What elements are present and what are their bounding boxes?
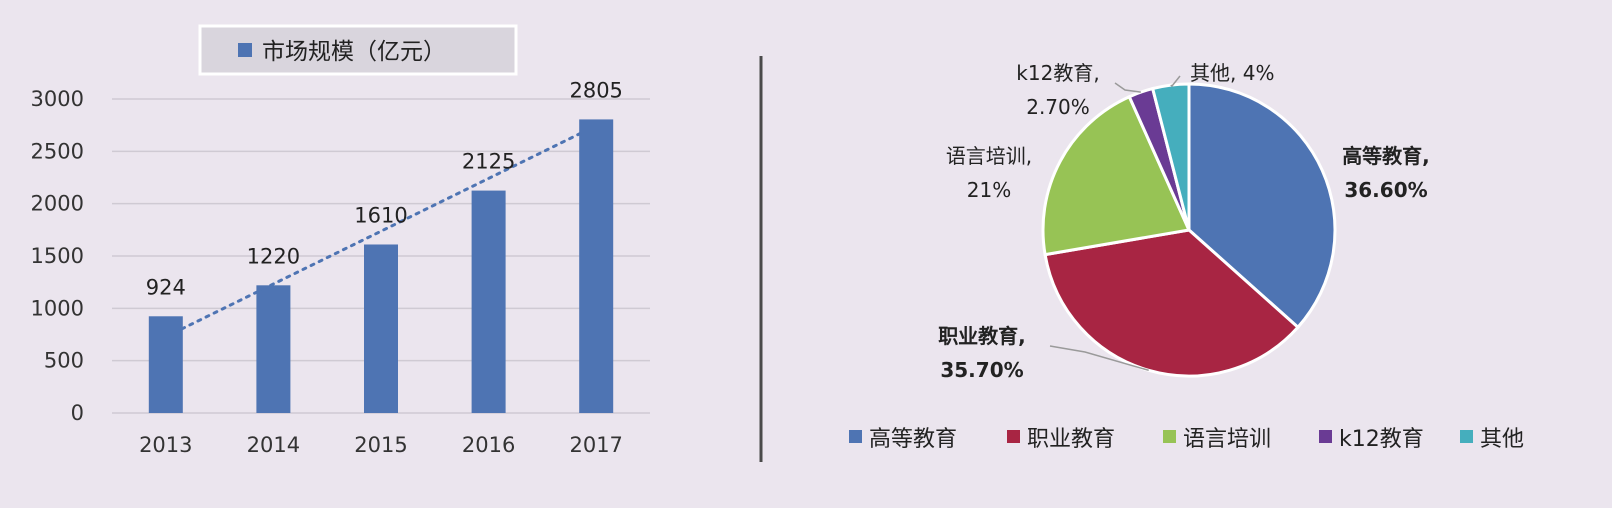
pie-slice [1043,228,1301,378]
y-tick-label: 2500 [31,139,84,163]
y-axis-ticks: 0 500 1000 1500 2000 2500 3000 [31,87,84,425]
trendline [180,132,582,331]
y-tick-label: 2000 [31,192,84,216]
bar [471,190,506,413]
bar [148,316,183,413]
legend-swatch [238,43,252,57]
pie-label-name: 职业教育, [938,324,1026,348]
x-tick-label: 2017 [569,433,622,457]
legend-swatch [849,430,862,443]
pie-slice [1187,82,1337,330]
pie-label-name: 语言培训, [946,144,1032,168]
legend-swatch [1319,430,1332,443]
legend-item-label: 语言培训 [1183,427,1271,452]
x-tick-label: 2013 [139,433,192,457]
legend-box [198,24,518,76]
bar-value-label: 2125 [462,150,515,174]
legend-swatch [1460,430,1473,443]
pie-legend: 高等教育 职业教育 语言培训 k12教育 其他 [849,427,1524,452]
bar-value-label: 2805 [569,78,622,102]
pie-chart: 高等教育, 36.60% 职业教育, 35.70% 语言培训, 21% k12教育, 2.70… [849,61,1524,452]
pie-label-value: 21% [967,178,1011,202]
y-tick-label: 3000 [31,87,84,111]
pie-label-value: 2.70% [1026,95,1090,119]
pie-leader-lines [1049,75,1181,372]
bar-value-label: 924 [146,275,186,299]
bar [256,285,291,413]
y-tick-label: 1500 [31,244,84,268]
x-tick-label: 2016 [462,433,515,457]
legend-swatch [1163,430,1176,443]
pie-slice [1150,82,1191,231]
pie-label-name: k12教育, [1016,61,1099,85]
legend-item-label: 高等教育 [869,427,957,452]
y-tick-label: 500 [44,349,84,373]
pie-slices [1041,82,1337,378]
bars [148,119,614,413]
pie-label-value: 35.70% [940,358,1023,382]
pie-label-value: 36.60% [1344,178,1427,202]
pie-label-name: 高等教育, [1342,144,1430,168]
leader-line [1114,82,1141,93]
x-tick-label: 2015 [354,433,407,457]
bar-chart: 市场规模（亿元） 0 500 1000 1500 2000 2500 3000 924 122… [31,24,650,457]
x-axis-ticks: 2013 2014 2015 2016 2017 [139,433,623,457]
pie-slice [1041,94,1192,257]
y-tick-label: 1000 [31,296,84,320]
bar-value-label: 1610 [354,203,407,227]
legend-item-label: 职业教育 [1027,427,1115,452]
bar-grid [112,98,650,414]
leader-line [1049,345,1149,372]
bar-value-label: 1220 [247,244,300,268]
bar-data-labels: 924 1220 1610 2125 2805 [146,78,623,299]
bar [579,119,614,413]
legend-item-label: k12教育 [1339,427,1424,452]
legend-swatch [1007,430,1020,443]
y-tick-label: 0 [71,401,84,425]
legend-label: 市场规模（亿元） [262,39,446,65]
bar-legend: 市场规模（亿元） [198,24,518,76]
legend-item-label: 其他 [1480,427,1524,452]
x-tick-label: 2014 [247,433,300,457]
pie-labels: 高等教育, 36.60% 职业教育, 35.70% 语言培训, 21% k12教育, 2.70… [938,61,1430,382]
leader-line [1170,75,1181,88]
pie-label: 其他, 4% [1190,61,1274,85]
bar [364,244,398,413]
